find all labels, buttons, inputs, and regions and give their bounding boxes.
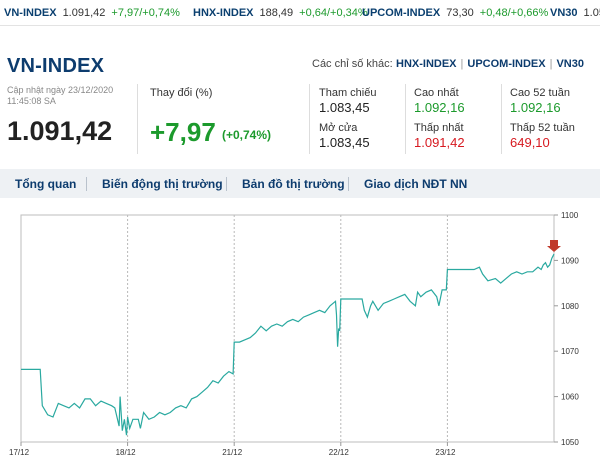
tab-overview[interactable]: Tổng quan [15, 177, 77, 191]
ticker-change: +0,64/+0,34% [299, 7, 368, 19]
ticker-item-vn30[interactable]: VN30 1.05 [550, 7, 600, 19]
ticker-item-upcomindex[interactable]: UPCOM-INDEX 73,30 +0,48/+0,66% [362, 7, 548, 19]
ticker-value: 1.091,42 [62, 7, 106, 19]
ticker-value: 188,49 [259, 7, 294, 19]
ticker-value: 1.05 [583, 7, 600, 19]
ticker-change: +7,97/+0,74% [111, 7, 180, 19]
reference-label: Tham chiếu [319, 87, 377, 99]
y-tick-label: 1060 [561, 393, 579, 402]
y-tick-label: 1100 [561, 211, 579, 220]
change-value: +7,97 [150, 117, 216, 147]
ticker-change: +0,48/+0,66% [479, 7, 549, 19]
high-52-week-label: Cao 52 tuần [510, 87, 570, 99]
other-indices-links: HNX-INDEX | UPCOM-INDEX | VN30 [396, 58, 584, 70]
open-value: 1.083,45 [319, 135, 370, 150]
index-line [21, 253, 555, 436]
link-hnx-index[interactable]: HNX-INDEX [396, 58, 457, 70]
ticker-name: VN-INDEX [4, 7, 57, 19]
tab-foreign-trading[interactable]: Giao dịch NĐT NN [364, 177, 468, 191]
high-value: 1.092,16 [414, 100, 465, 115]
y-tick-label: 1050 [561, 438, 579, 447]
tab-market-movement[interactable]: Biến động thị trường [102, 177, 223, 191]
chart-gridlines [127, 215, 448, 442]
low-value: 1.091,42 [414, 135, 465, 150]
page-title: VN-INDEX [7, 55, 105, 77]
y-axis-ticks: 1050 1060 1070 1080 1090 1100 [554, 211, 579, 447]
divider [405, 84, 406, 154]
link-upcom-index[interactable]: UPCOM-INDEX [467, 58, 546, 70]
low-52-week-label: Thấp 52 tuần [510, 122, 575, 134]
plot-area-border [20, 214, 555, 443]
divider [501, 84, 502, 154]
tab-market-map[interactable]: Bản đồ thị trường [242, 177, 345, 191]
tab-divider [226, 177, 227, 191]
x-tick-label: 18/12 [116, 448, 137, 457]
change-percent: (+0,74%) [222, 128, 272, 142]
index-value: 1.091,42 [7, 116, 113, 146]
tab-divider [86, 177, 87, 191]
other-indices-label: Các chỉ số khác: [312, 58, 393, 70]
link-vn30[interactable]: VN30 [556, 58, 584, 70]
change-label: Thay đổi (%) [150, 87, 213, 99]
reference-value: 1.083,45 [319, 100, 370, 115]
y-tick-label: 1080 [561, 302, 579, 311]
divider [309, 84, 310, 154]
x-tick-label: 21/12 [222, 448, 243, 457]
ticker-value: 73,30 [446, 7, 474, 19]
current-price-marker [547, 240, 561, 253]
ticker-item-hnxindex[interactable]: HNX-INDEX 188,49 +0,64/+0,34% [193, 7, 368, 19]
x-tick-label: 22/12 [329, 448, 350, 457]
ticker-name: HNX-INDEX [193, 7, 254, 19]
link-divider: | [549, 58, 553, 70]
x-tick-label: 17/12 [9, 448, 30, 457]
index-ticker-strip: VN-INDEX 1.091,42 +7,97/+0,74% HNX-INDEX 18… [0, 0, 600, 26]
high-label: Cao nhất [414, 87, 459, 99]
open-label: Mở cửa [319, 122, 358, 134]
intraday-index-chart[interactable]: 1050 1060 1070 1080 1090 1100 17/12 18/12 21/12… [0, 205, 600, 465]
last-updated-text: Cập nhật ngày 23/12/2020 11:45:08 SA [7, 85, 114, 106]
y-tick-label: 1070 [561, 347, 579, 356]
ticker-name: VN30 [550, 7, 578, 19]
link-divider: | [460, 58, 464, 70]
low-label: Thấp nhất [414, 122, 464, 134]
divider [137, 84, 138, 154]
y-tick-label: 1090 [561, 256, 579, 265]
ticker-item-vnindex[interactable]: VN-INDEX 1.091,42 +7,97/+0,74% [4, 7, 180, 19]
tab-bar: Tổng quan Biến động thị trường Bản đồ th… [0, 169, 600, 198]
down-arrow-icon [547, 240, 561, 253]
low-52-week-value: 649,10 [510, 135, 550, 150]
high-52-week-value: 1.092,16 [510, 100, 561, 115]
x-axis-ticks: 17/12 18/12 21/12 22/12 23/12 [9, 442, 456, 457]
ticker-name: UPCOM-INDEX [362, 7, 441, 19]
x-tick-label: 23/12 [435, 448, 456, 457]
tab-divider [348, 177, 349, 191]
